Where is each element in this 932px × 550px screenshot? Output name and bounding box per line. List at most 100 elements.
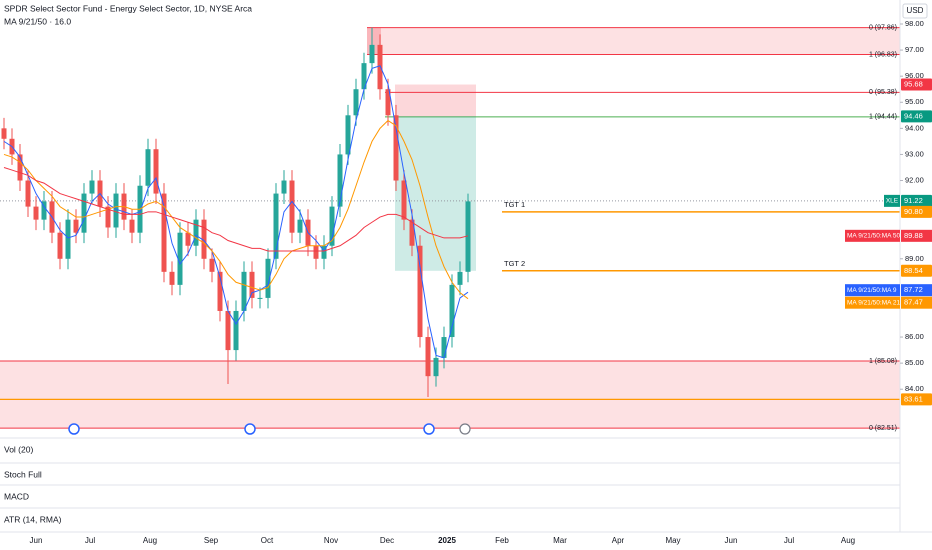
ma-value-label: 87.72 bbox=[904, 285, 923, 294]
y-tick-label: 95.00 bbox=[905, 97, 924, 106]
time-label: 2025 bbox=[438, 536, 456, 545]
fib-label: 1 (85.08) bbox=[869, 358, 897, 365]
event-icon[interactable] bbox=[459, 423, 471, 435]
candle-body bbox=[65, 219, 71, 259]
ma-value-tag bbox=[901, 296, 932, 309]
event-icon[interactable] bbox=[423, 423, 435, 435]
ma-value-tag bbox=[901, 229, 932, 242]
candle-body bbox=[1, 128, 7, 139]
pane-label[interactable]: MACD bbox=[4, 491, 29, 501]
price-tag bbox=[901, 205, 932, 218]
candle-body bbox=[385, 89, 391, 116]
y-tick-label: 96.00 bbox=[905, 71, 924, 80]
candle-body bbox=[401, 180, 407, 220]
price-tag bbox=[901, 194, 932, 207]
candle-body bbox=[217, 271, 223, 311]
candle-body bbox=[297, 219, 303, 233]
candle-body bbox=[209, 258, 215, 272]
candle-body bbox=[265, 258, 271, 298]
candle-body bbox=[281, 180, 287, 194]
ma-name-label: MA 9/21/50:MA 9 bbox=[847, 287, 897, 294]
event-icon[interactable] bbox=[244, 423, 256, 435]
candle-body bbox=[81, 193, 87, 233]
candle-body bbox=[89, 180, 95, 194]
price-tag bbox=[901, 78, 932, 91]
candle-body bbox=[465, 201, 471, 272]
candle-body bbox=[313, 245, 319, 259]
price-tag-label: 83.61 bbox=[904, 394, 923, 403]
fib-label: 0 (97.86) bbox=[869, 24, 897, 31]
fib-label: 0 (82.51) bbox=[869, 425, 897, 432]
price-tag bbox=[901, 264, 932, 277]
ma-value-label: 87.47 bbox=[904, 298, 923, 307]
time-label: May bbox=[665, 536, 680, 545]
candle-body bbox=[353, 89, 359, 116]
y-tick-label: 94.00 bbox=[905, 123, 924, 132]
target-label: TGT 2 bbox=[504, 259, 525, 268]
currency-box[interactable] bbox=[902, 3, 928, 19]
candle-body bbox=[361, 63, 367, 90]
pane-label[interactable]: ATR (14, RMA) bbox=[4, 514, 62, 524]
candle-body bbox=[185, 232, 191, 246]
ma-name-tag bbox=[845, 284, 900, 297]
moving-average bbox=[3, 167, 469, 252]
candle-body bbox=[57, 232, 63, 259]
candle-body bbox=[369, 44, 375, 64]
price-tag-label: 95.68 bbox=[904, 80, 923, 89]
candle-body bbox=[273, 193, 279, 259]
y-tick-label: 84.00 bbox=[905, 384, 924, 393]
symbol-tag-label: XLE bbox=[886, 198, 899, 205]
fib-label: 1 (94.44) bbox=[869, 114, 897, 121]
time-label: Sep bbox=[204, 536, 219, 545]
currency[interactable]: USD bbox=[907, 6, 924, 15]
symbol-tag bbox=[884, 194, 900, 207]
time-label: Aug bbox=[841, 536, 855, 545]
candle-body bbox=[329, 206, 335, 246]
price-tag-label: 88.54 bbox=[904, 266, 923, 275]
candle-body bbox=[177, 232, 183, 285]
candle-body bbox=[457, 271, 463, 285]
time-label: Jul bbox=[784, 536, 794, 545]
moving-average bbox=[3, 65, 469, 359]
fib-label: 1 (96.83) bbox=[869, 51, 897, 58]
ma-value-tag bbox=[901, 284, 932, 297]
candle-body bbox=[289, 180, 295, 233]
pane-label[interactable]: Stoch Full bbox=[4, 469, 42, 479]
candle-body bbox=[249, 271, 255, 298]
candle-body bbox=[337, 154, 343, 207]
price-tag-label: 91.22 bbox=[904, 196, 923, 205]
candle-body bbox=[201, 219, 207, 259]
price-tag bbox=[901, 110, 932, 123]
candle-body bbox=[345, 115, 351, 155]
time-label: Jun bbox=[725, 536, 738, 545]
time-label: Jun bbox=[30, 536, 43, 545]
y-tick-label: 97.00 bbox=[905, 45, 924, 54]
candle-body bbox=[417, 245, 423, 338]
price-tag bbox=[901, 393, 932, 406]
candle-body bbox=[193, 219, 199, 246]
candle-body bbox=[105, 206, 111, 228]
indicator-title: MA 9/21/50 · 16.0 bbox=[4, 16, 71, 26]
candle-body bbox=[113, 193, 119, 228]
y-tick-label: 86.00 bbox=[905, 332, 924, 341]
candle-body bbox=[257, 297, 263, 299]
ma-name-label: MA 9/21/50:MA 50 bbox=[847, 233, 901, 240]
candle-body bbox=[25, 180, 31, 207]
time-label: Nov bbox=[324, 536, 338, 545]
reward-zone bbox=[395, 116, 476, 271]
price-tag-label: 94.46 bbox=[904, 111, 923, 120]
y-tick-label: 89.00 bbox=[905, 254, 924, 263]
event-icon[interactable] bbox=[68, 423, 80, 435]
candle-body bbox=[161, 193, 167, 272]
candle-body bbox=[73, 219, 79, 233]
candle-body bbox=[433, 357, 439, 377]
candle-body bbox=[145, 149, 151, 186]
candle-body bbox=[33, 206, 39, 220]
ma-name-tag bbox=[845, 229, 900, 242]
ma-name-tag bbox=[845, 296, 900, 309]
pane-label[interactable]: Vol (20) bbox=[4, 444, 33, 454]
candle-body bbox=[225, 310, 231, 351]
y-tick-label: 85.00 bbox=[905, 358, 924, 367]
risk-zone bbox=[395, 84, 476, 117]
